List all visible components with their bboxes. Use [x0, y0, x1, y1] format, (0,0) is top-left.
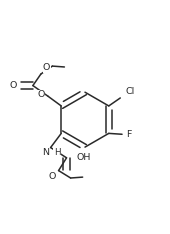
Text: O: O: [49, 172, 56, 181]
Text: O: O: [37, 90, 45, 99]
Text: O: O: [10, 81, 17, 90]
Text: F: F: [126, 130, 131, 139]
Text: O: O: [43, 63, 50, 72]
Text: OH: OH: [76, 153, 91, 162]
Text: Cl: Cl: [125, 87, 134, 96]
Text: H: H: [54, 148, 60, 157]
Text: N: N: [42, 148, 49, 157]
